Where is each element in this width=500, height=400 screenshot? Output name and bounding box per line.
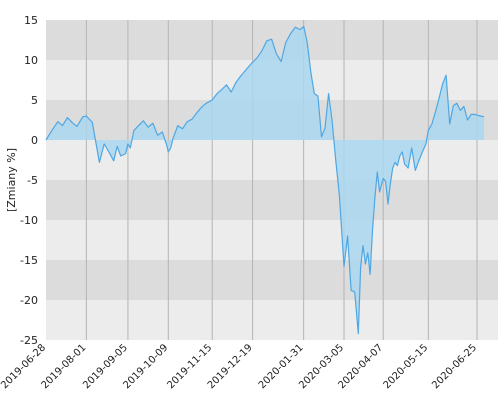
y-tick-label: -5 (27, 174, 38, 187)
y-tick-label: 10 (24, 54, 38, 67)
y-axis-label: [Zmiany %] (5, 148, 18, 212)
x-tick-labels: 2019-06-282019-08-012019-09-052019-10-09… (0, 342, 479, 391)
y-tick-label: 0 (31, 134, 38, 147)
band (46, 180, 498, 220)
x-tick-label: 2020-05-15 (382, 342, 431, 391)
y-tick-labels: 15 10 5 0 -5 -10 -15 -20 -25 (20, 14, 38, 347)
series-area (45, 25, 485, 335)
y-tick-label: -25 (20, 334, 38, 347)
series-line (45, 25, 485, 335)
y-tick-label: 15 (24, 14, 38, 27)
y-tick-label: -15 (20, 254, 38, 267)
band (46, 300, 498, 340)
band (46, 220, 498, 260)
series-fill (46, 26, 485, 334)
x-tick-label: 2020-06-25 (430, 342, 479, 391)
y-tick-label: 5 (31, 94, 38, 107)
band (46, 260, 498, 300)
y-tick-label: -10 (20, 214, 38, 227)
y-tick-label: -20 (20, 294, 38, 307)
